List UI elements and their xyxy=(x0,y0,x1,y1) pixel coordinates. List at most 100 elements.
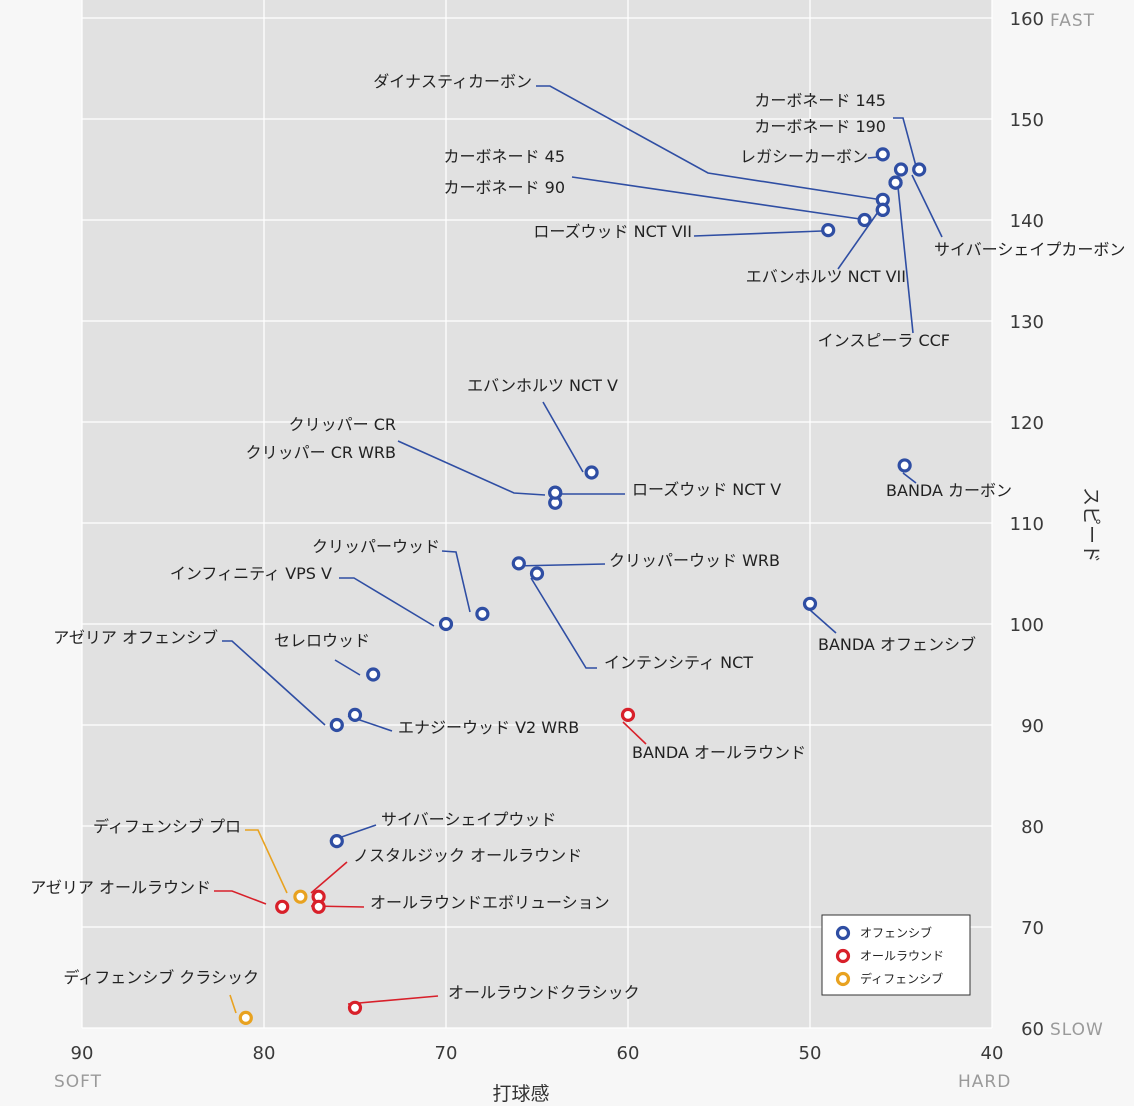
leader-line xyxy=(245,829,288,894)
data-point-offense xyxy=(438,616,454,632)
point-label: ディフェンシブ クラシック xyxy=(63,968,259,987)
data-point-offense xyxy=(475,606,490,622)
leader-line xyxy=(339,577,435,627)
y-tick-label: 60 xyxy=(1021,1019,1044,1040)
y-tick-label: 130 xyxy=(1010,312,1044,333)
point-label: カーボネード 145 xyxy=(754,91,886,110)
grid-lines xyxy=(81,0,993,1029)
legend-marker-offense xyxy=(835,925,851,941)
leader-line xyxy=(214,890,267,905)
point-label: アゼリア オールラウンド xyxy=(30,878,211,897)
leader-line xyxy=(222,640,326,726)
data-point-offense xyxy=(875,202,890,217)
x-tick-label: 90 xyxy=(71,1043,94,1064)
data-point-offense xyxy=(366,667,381,682)
data-point-offense xyxy=(888,175,903,190)
y-axis-ticks: 160 150 140 130 120 110 100 90 80 70 60 xyxy=(1010,9,1044,1040)
data-point-offense xyxy=(329,834,344,849)
point-label: ローズウッド NCT V xyxy=(632,480,781,499)
point-label: ダイナスティカーボン xyxy=(373,72,532,91)
y-tick-label: 150 xyxy=(1010,110,1044,131)
data-point-allround xyxy=(347,1000,363,1015)
point-label: セレロウッド xyxy=(274,631,370,650)
leader-line xyxy=(622,721,647,745)
point-label: レガシーカーボン xyxy=(740,147,868,166)
point-label: クリッパーウッド xyxy=(312,537,440,556)
data-point-offense xyxy=(821,223,836,238)
y-end-label-bottom: SLOW xyxy=(1050,1020,1104,1040)
point-label: カーボネード 45 xyxy=(444,147,565,166)
legend-marker-allround xyxy=(835,948,851,964)
legend-label-defense: ディフェンシブ xyxy=(860,971,943,986)
point-label: エナジーウッド V2 WRB xyxy=(398,718,579,737)
leader-line xyxy=(441,550,471,613)
leader-line xyxy=(911,174,943,238)
x-axis-title: 打球感 xyxy=(492,1083,549,1105)
point-label: クリッパーウッド WRB xyxy=(609,551,780,570)
x-tick-label: 80 xyxy=(253,1043,276,1064)
point-label: サイバーシェイプウッド xyxy=(381,810,556,829)
y-end-label-top: FAST xyxy=(1050,11,1095,31)
data-point-allround xyxy=(311,899,326,914)
y-axis-title: スピード xyxy=(1080,487,1102,563)
point-label: ローズウッド NCT VII xyxy=(533,222,692,241)
point-label: クリッパー CR xyxy=(289,415,396,434)
y-tick-label: 110 xyxy=(1010,514,1044,535)
point-label: インテンシティ NCT xyxy=(604,653,753,672)
leader-line xyxy=(334,659,361,676)
data-point-offense xyxy=(912,162,927,177)
data-point-offense xyxy=(857,212,872,228)
data-point-offense xyxy=(802,596,818,611)
leader-line xyxy=(347,995,439,1005)
point-label: エバンホルツ NCT V xyxy=(467,376,618,395)
leader-line xyxy=(530,577,597,669)
leader-line xyxy=(571,176,861,220)
x-tick-label: 70 xyxy=(435,1043,458,1064)
point-label: カーボネード 90 xyxy=(444,178,565,197)
legend-marker-defense xyxy=(835,971,851,987)
point-label: オールラウンドエボリューション xyxy=(370,893,610,912)
data-point-offense xyxy=(329,717,344,733)
data-point-defense xyxy=(238,1010,253,1026)
point-label: BANDA オフェンシブ xyxy=(818,635,976,654)
leader-line xyxy=(542,401,584,473)
data-point-offense xyxy=(347,707,363,723)
data-points xyxy=(238,147,927,1026)
x-axis-ticks: 90 80 70 60 50 40 xyxy=(71,1043,1004,1064)
point-label: アゼリア オフェンシブ xyxy=(53,628,218,647)
leader-line xyxy=(897,186,914,334)
y-tick-label: 140 xyxy=(1010,211,1044,232)
data-point-offense xyxy=(893,162,909,177)
data-point-offense xyxy=(875,147,890,162)
point-label: インスピーラ CCF xyxy=(818,331,950,350)
x-tick-label: 50 xyxy=(799,1043,822,1064)
data-point-offense xyxy=(511,556,526,571)
leader-line xyxy=(809,609,837,634)
y-tick-label: 120 xyxy=(1010,413,1044,434)
leader-line xyxy=(536,85,877,200)
leader-line xyxy=(893,117,918,171)
data-point-defense xyxy=(293,889,308,904)
data-point-offense xyxy=(548,485,563,500)
y-tick-label: 100 xyxy=(1010,615,1044,636)
x-tick-label: 60 xyxy=(617,1043,640,1064)
point-label: オールラウンドクラシック xyxy=(448,983,640,1002)
y-tick-label: 80 xyxy=(1021,817,1044,838)
point-label: インフィニティ VPS V xyxy=(170,564,332,583)
point-label: サイバーシェイプカーボン xyxy=(934,240,1125,259)
data-point-offense xyxy=(529,566,545,581)
point-label: エバンホルツ NCT VII xyxy=(746,267,906,286)
leader-line xyxy=(693,230,823,237)
point-label: ノスタルジック オールラウンド xyxy=(353,846,582,865)
leader-line xyxy=(310,861,348,894)
leader-line xyxy=(229,994,237,1014)
y-tick-label: 90 xyxy=(1021,716,1044,737)
leader-line xyxy=(902,472,917,484)
data-point-offense xyxy=(584,465,599,480)
legend-label-allround: オールラウンド xyxy=(860,949,944,963)
y-tick-label: 160 xyxy=(1010,9,1044,30)
data-point-allround xyxy=(275,899,290,914)
data-point-offense xyxy=(897,458,912,473)
